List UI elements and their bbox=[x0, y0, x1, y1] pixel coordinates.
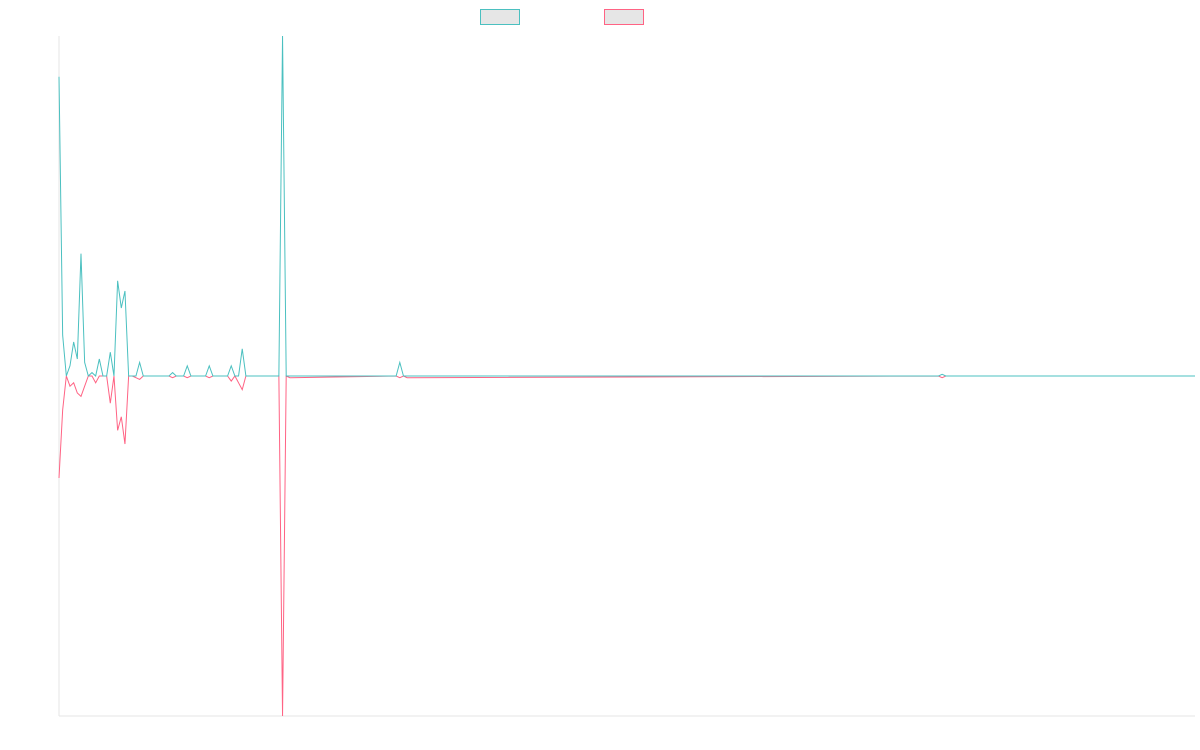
legend-item-series-1[interactable] bbox=[480, 9, 526, 25]
legend bbox=[0, 0, 1200, 34]
legend-swatch-series-1 bbox=[480, 9, 520, 25]
series-line-1[interactable] bbox=[58, 35, 1195, 377]
legend-swatch-series-2 bbox=[604, 9, 644, 25]
legend-item-series-2[interactable] bbox=[604, 9, 650, 25]
series-line-2[interactable] bbox=[58, 375, 1195, 717]
